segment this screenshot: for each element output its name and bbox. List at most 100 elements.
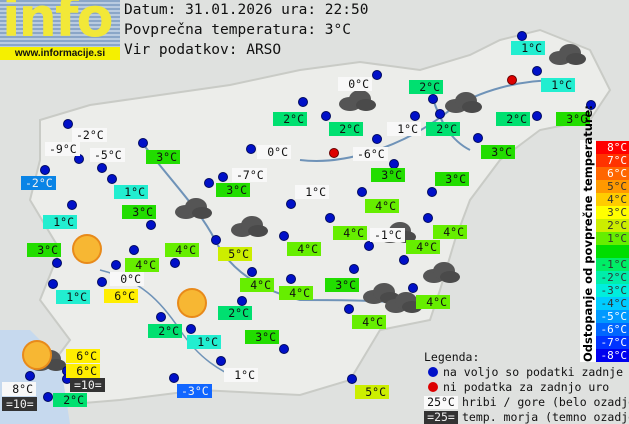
station-dot[interactable] [347,374,357,384]
station-dot[interactable] [63,119,73,129]
station-temperature-label[interactable]: -7°C [232,168,267,182]
station-temperature-label[interactable]: 2°C [329,122,363,136]
station-temperature-label[interactable]: 3°C [325,278,359,292]
station-temperature-label[interactable]: =10= [2,397,37,411]
station-dot[interactable] [532,111,542,121]
station-temperature-label[interactable]: 1°C [56,290,90,304]
station-dot[interactable] [408,283,418,293]
station-temperature-label[interactable]: 3°C [146,150,180,164]
station-temperature-label[interactable]: 4°C [416,295,450,309]
station-temperature-label[interactable]: 0°C [257,145,291,159]
station-dot[interactable] [129,245,139,255]
station-dot[interactable] [97,163,107,173]
station-temperature-label[interactable]: 4°C [333,226,367,240]
station-dot[interactable] [186,324,196,334]
station-temperature-label[interactable]: 4°C [165,243,199,257]
station-temperature-label[interactable]: -9°C [45,142,80,156]
station-dot[interactable] [52,258,62,268]
station-dot[interactable] [48,279,58,289]
station-temperature-label[interactable]: 1°C [224,368,258,382]
station-dot[interactable] [357,187,367,197]
station-temperature-label[interactable]: 1°C [187,335,221,349]
station-temperature-label[interactable]: 2°C [409,80,443,94]
station-temperature-label[interactable]: 1°C [43,215,77,229]
station-dot[interactable] [349,264,359,274]
station-temperature-label[interactable]: 4°C [240,278,274,292]
station-temperature-label[interactable]: 3°C [245,330,279,344]
station-temperature-label[interactable]: 5°C [218,247,252,261]
station-dot[interactable] [428,94,438,104]
station-temperature-label[interactable]: 3°C [27,243,61,257]
station-dot[interactable] [344,304,354,314]
station-temperature-label[interactable]: 3°C [122,205,156,219]
station-temperature-label[interactable]: 2°C [426,122,460,136]
logo-url[interactable]: www.informacije.si [0,47,120,60]
station-dot[interactable] [204,178,214,188]
station-temperature-label[interactable]: 4°C [433,225,467,239]
station-dot[interactable] [111,260,121,270]
station-temperature-label[interactable]: 6°C [66,364,100,378]
station-dot[interactable] [364,241,374,251]
station-temperature-label[interactable]: 2°C [218,306,252,320]
station-dot[interactable] [279,344,289,354]
station-temperature-label[interactable]: 6°C [104,289,138,303]
station-dot[interactable] [146,220,156,230]
station-dot[interactable] [321,111,331,121]
station-temperature-label[interactable]: 8°C [2,382,36,396]
station-temperature-label[interactable]: -3°C [177,384,212,398]
station-temperature-label[interactable]: 4°C [287,242,321,256]
station-temperature-label[interactable]: -2°C [72,128,107,142]
station-dot[interactable] [532,66,542,76]
station-dot[interactable] [298,97,308,107]
station-dot[interactable] [427,187,437,197]
station-dot[interactable] [473,133,483,143]
station-dot[interactable] [25,371,35,381]
station-temperature-label[interactable]: 5°C [355,385,389,399]
station-dot[interactable] [410,111,420,121]
station-temperature-label[interactable]: 2°C [273,112,307,126]
station-temperature-label[interactable]: 0°C [110,272,144,286]
station-temperature-label[interactable]: 3°C [435,172,469,186]
station-dot-no-data[interactable] [507,75,517,85]
station-dot[interactable] [423,213,433,223]
station-dot[interactable] [286,199,296,209]
station-dot[interactable] [435,109,445,119]
station-dot[interactable] [156,312,166,322]
station-temperature-label[interactable]: -1°C [370,228,405,242]
station-dot-no-data[interactable] [329,148,339,158]
station-temperature-label[interactable]: 1°C [387,122,421,136]
station-dot[interactable] [216,356,226,366]
station-temperature-label[interactable]: 2°C [53,393,87,407]
station-temperature-label[interactable]: 4°C [365,199,399,213]
station-temperature-label[interactable]: 3°C [216,183,250,197]
station-dot[interactable] [107,174,117,184]
station-dot[interactable] [286,274,296,284]
station-dot[interactable] [211,235,221,245]
station-temperature-label[interactable]: 3°C [371,168,405,182]
logo[interactable]: info www.informacije.si [0,0,120,60]
station-temperature-label[interactable]: 1°C [295,185,329,199]
station-dot[interactable] [43,392,53,402]
station-dot[interactable] [246,144,256,154]
station-temperature-label[interactable]: -5°C [90,148,125,162]
station-temperature-label[interactable]: 2°C [148,324,182,338]
station-temperature-label[interactable]: -2°C [21,176,56,190]
station-temperature-label[interactable]: 4°C [352,315,386,329]
station-dot[interactable] [40,165,50,175]
station-dot[interactable] [372,70,382,80]
station-temperature-label[interactable]: 6°C [66,349,100,363]
station-dot[interactable] [218,172,228,182]
station-dot[interactable] [279,231,289,241]
station-dot[interactable] [67,200,77,210]
station-temperature-label[interactable]: 4°C [406,240,440,254]
station-temperature-label[interactable]: -6°C [353,147,388,161]
station-dot[interactable] [372,134,382,144]
station-temperature-label[interactable]: 4°C [279,286,313,300]
station-temperature-label[interactable]: 4°C [125,258,159,272]
station-dot[interactable] [138,138,148,148]
station-temperature-label[interactable]: 2°C [496,112,530,126]
station-temperature-label[interactable]: 1°C [511,41,545,55]
station-temperature-label[interactable]: 1°C [114,185,148,199]
station-dot[interactable] [586,100,596,110]
station-temperature-label[interactable]: 0°C [338,77,372,91]
